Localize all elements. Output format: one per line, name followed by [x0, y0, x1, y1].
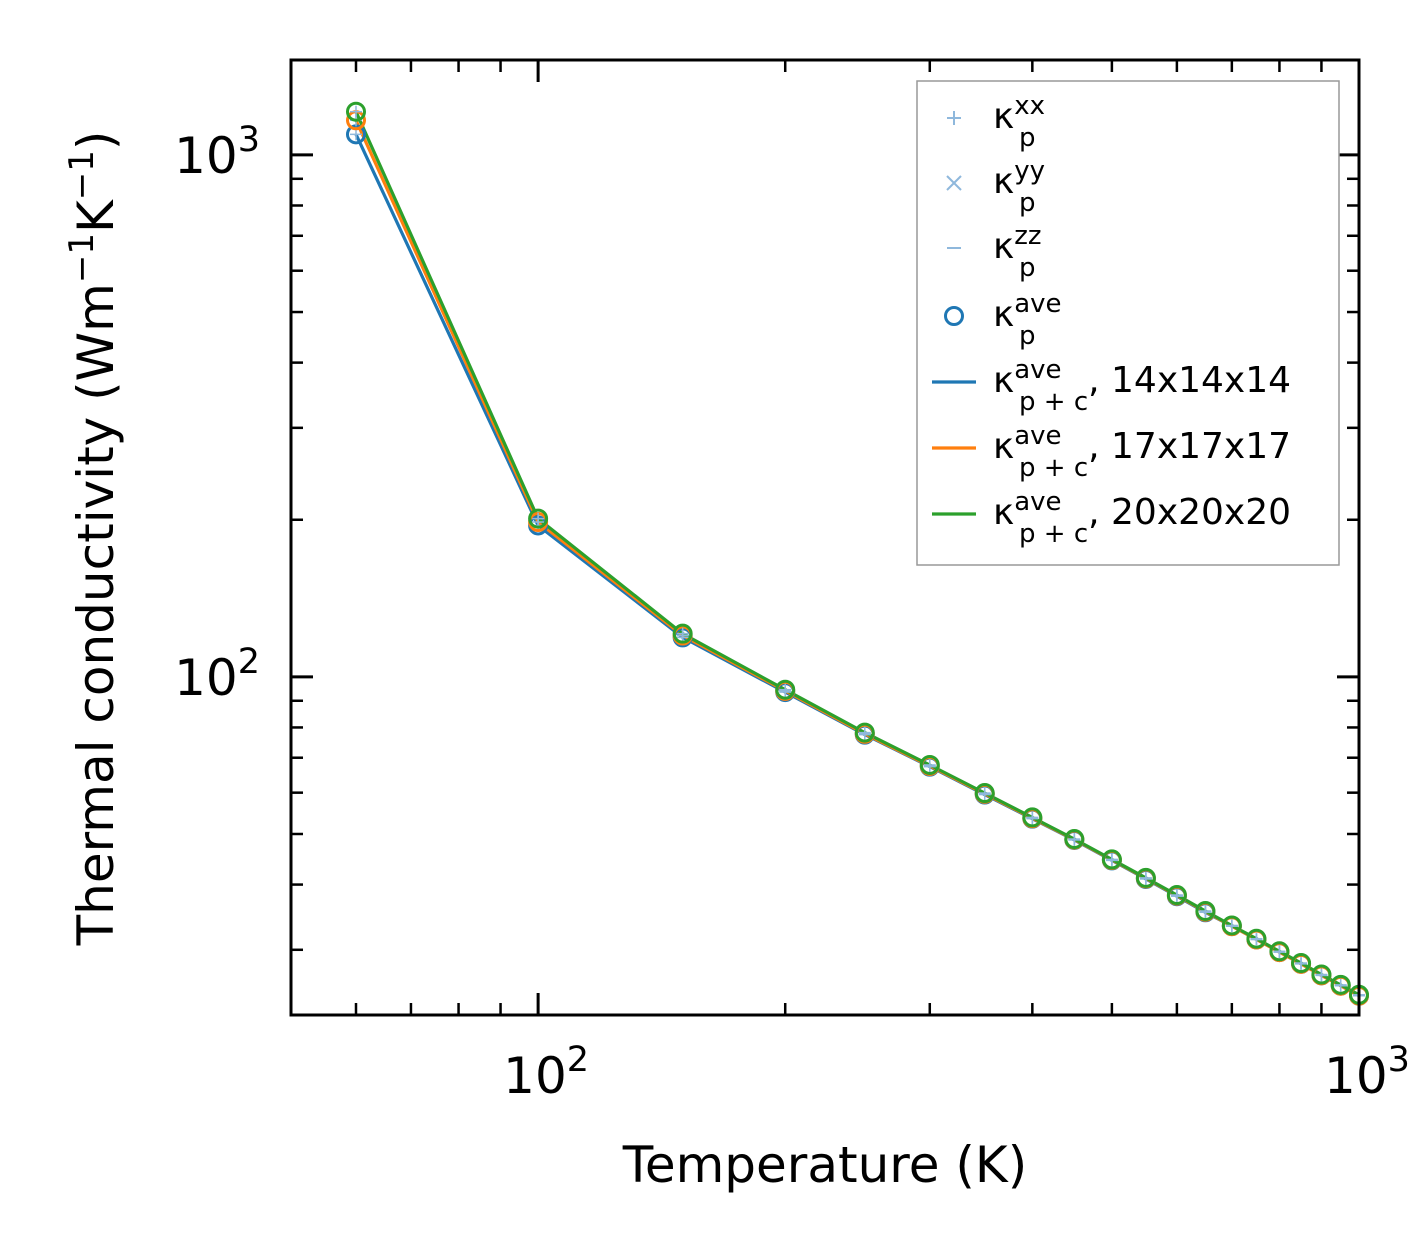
series-markers [345, 101, 1369, 1006]
legend-label: κxx p [993, 91, 1045, 153]
data-point-circle [919, 754, 940, 775]
x-axis-label: Temperature (K) [622, 1136, 1027, 1194]
data-point-circle [1246, 928, 1267, 949]
data-point-circle [1330, 974, 1351, 995]
y-tick-label: 102 [174, 642, 260, 707]
tick-labels: 102 103 102 103 [174, 120, 1410, 1105]
y-label-sup2: −1 [62, 150, 102, 200]
data-point-circle [528, 508, 549, 529]
legend-x-marker [946, 175, 962, 191]
legend-label: κave p + c, 17x17x17 [993, 421, 1291, 483]
data-point-circle [974, 783, 995, 804]
data-point-circle [1022, 807, 1043, 828]
series-lines [354, 111, 1360, 998]
minor-ticks [291, 60, 1359, 1015]
y-label-mid: K [67, 199, 125, 233]
data-point-circle [1064, 829, 1085, 850]
data-point-circle [1135, 867, 1156, 888]
legend-circle-marker [944, 306, 964, 326]
series-line-20x20x20 [354, 111, 1360, 997]
legend-label: κzz p [993, 221, 1042, 283]
legend-label: κave p [993, 289, 1062, 351]
y-label-end: ) [67, 131, 125, 151]
data-point-circle [672, 623, 693, 644]
y-axis-label: Thermal conductivity (Wm−1K−1) [62, 131, 125, 947]
data-point-circle [1311, 964, 1332, 985]
x-tick-label: 102 [503, 1040, 589, 1105]
data-point-circle [1291, 953, 1312, 974]
data-point-circle [1166, 885, 1187, 906]
data-point-circle [1221, 915, 1242, 936]
data-point-circle [345, 101, 366, 122]
data-point-circle [1269, 941, 1290, 962]
legend-label: κyy p [993, 156, 1045, 218]
data-point-circle [1101, 849, 1122, 870]
plot-frame [289, 58, 1361, 1017]
data-point-circle [775, 679, 796, 700]
data-point-circle [854, 722, 875, 743]
x-tick-label: 103 [1324, 1040, 1410, 1105]
legend-label: κave p + c, 14x14x14 [993, 355, 1291, 417]
legend-label: κave p + c, 20x20x20 [993, 487, 1291, 549]
data-point-circle [1195, 900, 1216, 921]
legend-frame [916, 80, 1340, 566]
y-tick-label: 103 [174, 120, 260, 185]
y-label-sup1: −1 [62, 233, 102, 283]
y-label-base: Thermal conductivity (Wm [67, 283, 125, 946]
